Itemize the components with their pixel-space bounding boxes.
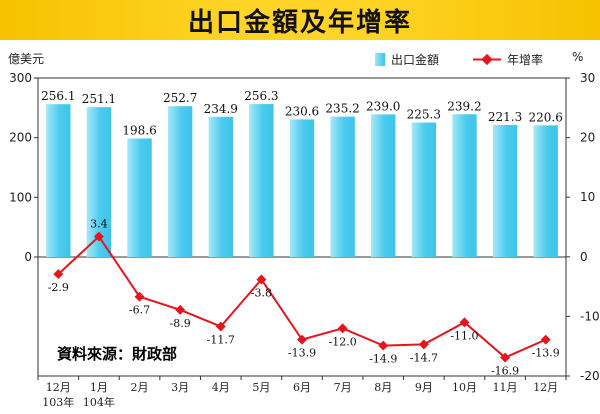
bar-value-label: 239.2 (447, 99, 481, 113)
growth-point (93, 231, 104, 242)
legend-item-line: 年增率 (473, 51, 543, 68)
growth-point (337, 323, 348, 334)
bar-value-label: 251.1 (82, 92, 116, 106)
left-axis-unit: 億美元 (8, 52, 45, 66)
bar (167, 106, 193, 257)
right-tick-label: 0 (580, 250, 588, 264)
right-tick-label: 30 (580, 71, 595, 85)
bar-value-label: 256.1 (41, 89, 75, 103)
bar-value-label: 225.3 (407, 108, 441, 122)
source-note: 資料來源：財政部 (57, 345, 178, 363)
category-label: 7月 (334, 381, 352, 394)
right-tick-label: -20 (580, 369, 600, 383)
right-tick-label: 20 (580, 131, 595, 145)
bar (533, 125, 558, 257)
growth-point (134, 291, 145, 302)
growth-value-label: -16.9 (491, 365, 519, 378)
legend-line-label: 年增率 (507, 53, 544, 67)
chart-title: 出口金額及年增率 (187, 7, 412, 38)
growth-value-label: -11.7 (207, 334, 235, 347)
category-label: 6月 (293, 381, 311, 394)
category-label: 11月 (493, 381, 518, 394)
growth-value-label: -6.7 (129, 304, 150, 317)
bar (46, 104, 71, 257)
bar (371, 114, 396, 257)
right-tick-label: 10 (580, 190, 595, 204)
bar (411, 122, 437, 257)
bar-value-label: 239.0 (366, 99, 400, 113)
bar-value-label: 234.9 (204, 102, 238, 116)
growth-value-label: -13.9 (288, 347, 316, 360)
bar (208, 116, 233, 257)
title-banner: 出口金額及年增率 (0, 0, 600, 40)
growth-value-label: -12.0 (329, 335, 357, 348)
growth-value-label: -11.0 (450, 329, 478, 342)
left-tick-label: 0 (24, 250, 32, 264)
bar-value-label: 220.6 (529, 110, 563, 124)
bar-value-label: 230.6 (285, 104, 319, 118)
legend-bar-swatch (375, 53, 385, 66)
growth-point (459, 317, 470, 328)
growth-value-label: -2.9 (48, 281, 69, 294)
legend-bar-label: 出口金額 (391, 53, 440, 67)
category-label: 1月 (90, 381, 108, 394)
category-label: 9月 (415, 381, 433, 394)
growth-point (215, 321, 226, 332)
category-sublabel: 103年 (42, 395, 74, 409)
category-label: 5月 (252, 381, 270, 394)
category-label: 12月 (46, 381, 71, 394)
left-tick-label: 300 (9, 71, 32, 85)
bar-value-label: 235.2 (325, 102, 359, 116)
growth-value-label: 3.4 (90, 218, 108, 231)
growth-point (256, 274, 267, 285)
category-label: 10月 (452, 381, 477, 394)
growth-value-label: -8.9 (170, 317, 191, 330)
growth-point (297, 334, 307, 345)
growth-value-label: -3.8 (251, 286, 272, 299)
growth-point (378, 340, 389, 351)
growth-value-label: -14.9 (369, 353, 397, 366)
category-label: 4月 (212, 381, 230, 394)
bar (289, 119, 315, 258)
growth-point (175, 304, 186, 315)
bar-value-label: 198.6 (122, 124, 156, 138)
category-label: 2月 (131, 381, 149, 394)
legend-item-bar: 出口金額 (375, 51, 439, 68)
left-tick-label: 100 (9, 190, 32, 204)
growth-value-label: -14.7 (410, 351, 438, 364)
bar (127, 138, 152, 257)
bar (452, 114, 477, 257)
left-tick-label: 200 (9, 131, 32, 145)
right-tick-label: -10 (580, 309, 600, 323)
growth-point (500, 352, 511, 363)
legend-line-swatch (473, 53, 501, 66)
growth-point (540, 334, 551, 345)
category-label: 3月 (171, 381, 189, 394)
bar (330, 116, 355, 257)
growth-point (418, 339, 429, 350)
bar (492, 124, 518, 257)
category-label: 12月 (533, 381, 558, 394)
plot-frame (37, 77, 567, 377)
bar-value-label: 221.3 (488, 110, 522, 124)
bar-value-label: 252.7 (163, 91, 197, 105)
right-axis-unit: % (572, 50, 584, 64)
category-label: 8月 (374, 381, 392, 394)
category-sublabel: 104年 (83, 395, 115, 409)
bar (249, 104, 274, 257)
growth-value-label: -13.9 (532, 347, 560, 360)
bar-value-label: 256.3 (244, 89, 278, 103)
